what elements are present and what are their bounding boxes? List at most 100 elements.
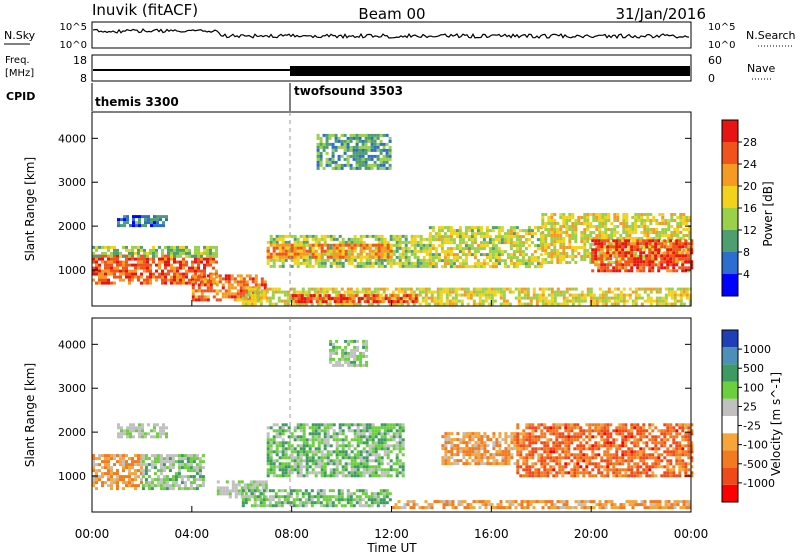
velocity-cell xyxy=(362,465,366,469)
power-cell xyxy=(667,225,671,228)
power-cell xyxy=(630,245,634,249)
velocity-cell xyxy=(460,500,464,504)
velocity-cell xyxy=(338,462,342,466)
power-cell xyxy=(664,287,668,291)
power-cell xyxy=(206,280,210,284)
power-cell xyxy=(364,151,368,155)
power-cell xyxy=(283,290,287,294)
power-cell xyxy=(331,151,335,155)
power-cell xyxy=(446,256,450,260)
power-cell xyxy=(364,142,368,146)
power-cell xyxy=(473,265,477,269)
power-cell xyxy=(684,242,688,246)
power-cell xyxy=(449,259,453,263)
power-cell xyxy=(361,160,365,164)
velocity-cell xyxy=(243,483,247,487)
velocity-cell xyxy=(159,454,163,458)
power-cell xyxy=(113,272,116,276)
velocity-cell xyxy=(180,475,184,479)
power-cell xyxy=(328,136,332,140)
velocity-cell xyxy=(272,468,276,472)
power-cell xyxy=(373,290,377,294)
power-cell xyxy=(280,299,284,303)
power-cell xyxy=(562,249,566,252)
velocity-cell xyxy=(278,456,282,460)
velocity-cell xyxy=(326,444,330,448)
power-cell xyxy=(636,257,640,261)
velocity-cell xyxy=(374,474,378,478)
power-cell xyxy=(509,253,513,257)
velocity-cell xyxy=(359,429,363,433)
power-cell xyxy=(562,255,566,258)
power-cell xyxy=(428,243,432,247)
power-cell xyxy=(165,215,168,219)
power-cell xyxy=(388,136,392,140)
power-cell xyxy=(550,299,554,303)
velocity-cell xyxy=(481,503,485,507)
power-cell xyxy=(197,257,200,261)
power-cell xyxy=(529,296,533,300)
power-cell xyxy=(383,249,387,253)
power-cell xyxy=(628,255,632,258)
power-cell xyxy=(544,240,548,243)
power-cell xyxy=(164,266,167,270)
power-cell xyxy=(209,289,213,293)
velocity-cell xyxy=(110,481,113,485)
power-cell xyxy=(191,292,195,296)
velocity-cell xyxy=(307,498,311,502)
power-cell xyxy=(379,148,383,152)
power-cell xyxy=(278,258,282,262)
power-cell xyxy=(167,272,170,276)
power-cell xyxy=(487,296,491,300)
power-cell xyxy=(262,296,266,300)
power-cell xyxy=(628,293,632,297)
velocity-cell xyxy=(329,423,333,427)
velocity-cell xyxy=(244,501,248,505)
power-cell xyxy=(158,266,161,270)
velocity-cell xyxy=(377,465,381,469)
power-cell xyxy=(281,237,285,241)
velocity-cell xyxy=(159,484,163,488)
power-cell xyxy=(328,302,332,306)
velocity-cell xyxy=(367,498,371,502)
velocity-cell xyxy=(302,465,306,469)
power-cell xyxy=(487,287,491,291)
power-cell xyxy=(497,241,501,245)
power-cell xyxy=(377,264,381,268)
velocity-cell xyxy=(589,500,593,504)
power-cell xyxy=(437,235,441,239)
power-cell xyxy=(306,297,310,301)
power-cell xyxy=(678,254,682,258)
velocity-cell xyxy=(228,495,232,499)
power-cell xyxy=(606,239,610,243)
velocity-cell xyxy=(637,503,641,507)
power-cell xyxy=(138,215,141,219)
velocity-cell xyxy=(469,506,473,510)
power-cell xyxy=(428,256,432,260)
power-cell xyxy=(203,298,207,302)
power-cell xyxy=(488,253,492,257)
power-cell xyxy=(649,302,653,306)
power-cell xyxy=(329,264,333,268)
power-cell xyxy=(383,237,387,241)
velocity-cell xyxy=(350,438,354,442)
power-cell xyxy=(266,246,270,250)
power-cell xyxy=(472,299,476,303)
velocity-cell xyxy=(246,486,250,490)
power-cell xyxy=(479,229,483,233)
power-cell xyxy=(408,294,412,298)
power-cell xyxy=(655,231,659,234)
power-cell xyxy=(458,241,462,245)
velocity-cell xyxy=(266,468,270,472)
velocity-cell xyxy=(616,506,620,510)
power-cell xyxy=(565,225,569,228)
power-cell xyxy=(379,157,383,161)
power-cell xyxy=(331,160,335,164)
power-cell xyxy=(227,274,231,278)
power-cell xyxy=(449,247,453,251)
velocity-cell xyxy=(317,423,321,427)
power-cell xyxy=(149,269,152,273)
velocity-cell xyxy=(346,498,350,502)
power-cell xyxy=(371,261,375,265)
power-cell xyxy=(365,243,369,247)
